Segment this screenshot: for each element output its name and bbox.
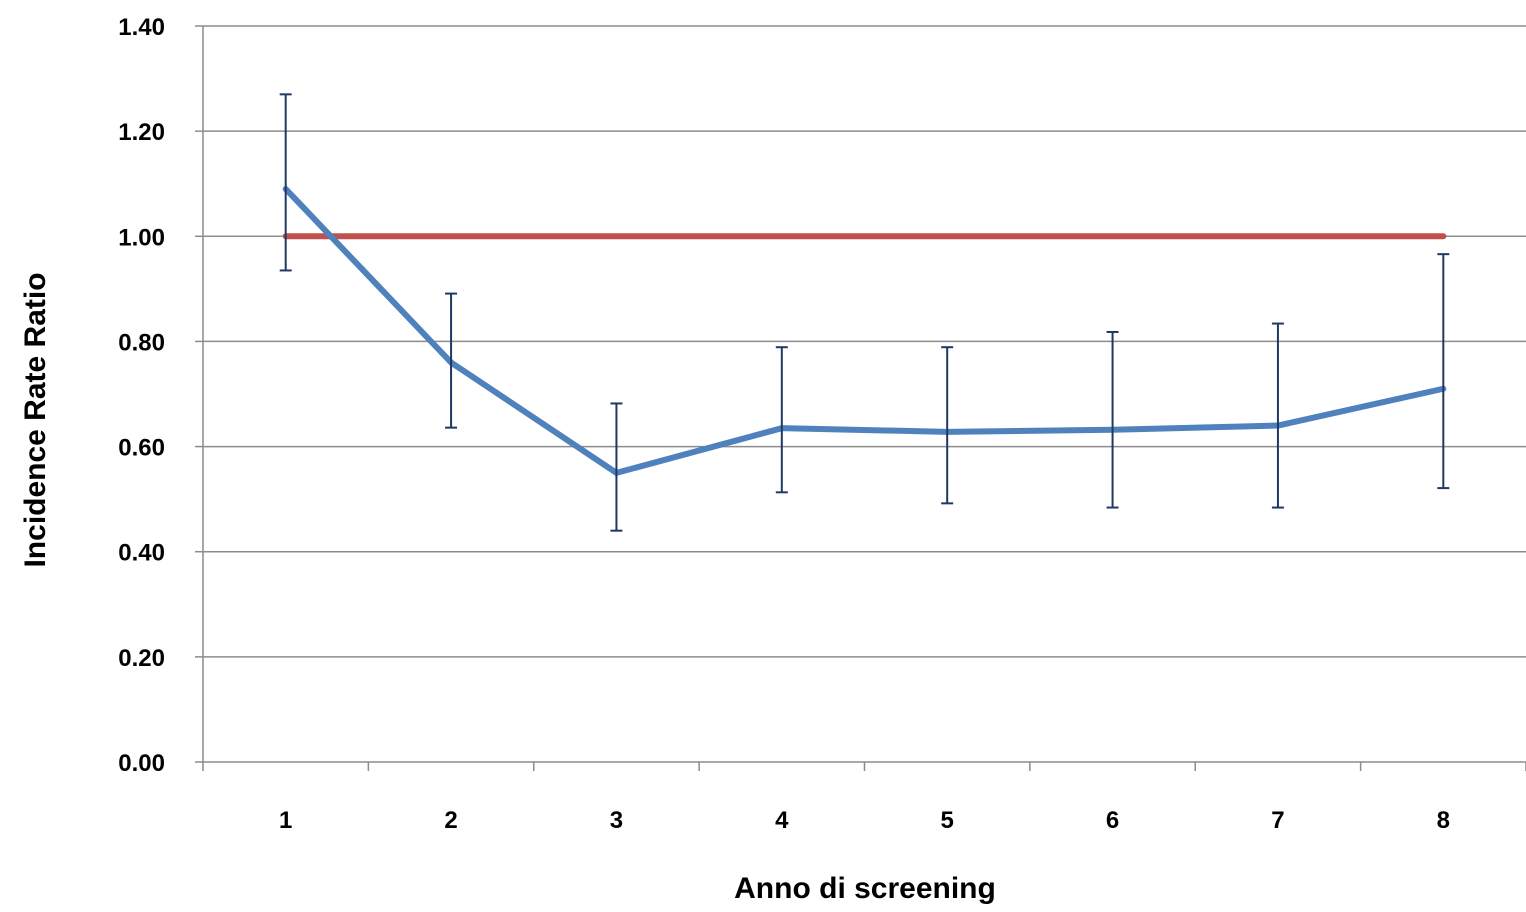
- y-tick-label: 1.00: [118, 224, 165, 251]
- x-tick-label: 7: [1271, 807, 1284, 834]
- axes: [195, 25, 1526, 771]
- x-axis-title: Anno di screening: [734, 872, 996, 905]
- error-bar: [445, 292, 458, 429]
- x-tick-label: 5: [941, 807, 954, 834]
- error-bar: [1437, 253, 1450, 490]
- y-tick-label: 0.20: [118, 645, 165, 672]
- error-bar: [279, 93, 292, 272]
- x-tick-label: 4: [775, 807, 789, 834]
- x-tick-label: 6: [1106, 807, 1119, 834]
- y-tick-label: 1.20: [118, 119, 165, 146]
- error-bar: [941, 346, 954, 505]
- y-tick-label: 0.60: [118, 435, 165, 462]
- error-bar: [610, 402, 623, 532]
- x-tick-label: 2: [444, 807, 457, 834]
- tick-labels: 0.00 0.20 0.40 0.60 0.80 1.00 1.20 1.40 1 2 3 4 5 6 7 8: [118, 14, 1450, 834]
- error-bar: [1106, 330, 1119, 509]
- y-tick-label: 1.40: [118, 14, 165, 41]
- x-tick-label: 3: [610, 807, 623, 834]
- x-tick-label: 1: [279, 807, 292, 834]
- y-tick-label: 0.40: [118, 540, 165, 567]
- series: [279, 93, 1450, 532]
- series-line-irr: [282, 185, 1447, 476]
- error-bar: [775, 346, 788, 494]
- x-tick-label: 8: [1437, 807, 1450, 834]
- y-tick-label: 0.80: [118, 329, 165, 356]
- y-axis-title: Incidence Rate Ratio: [19, 272, 52, 567]
- y-tick-label: 0.00: [118, 750, 165, 777]
- error-bar: [1271, 322, 1284, 509]
- gridlines: [203, 25, 1526, 658]
